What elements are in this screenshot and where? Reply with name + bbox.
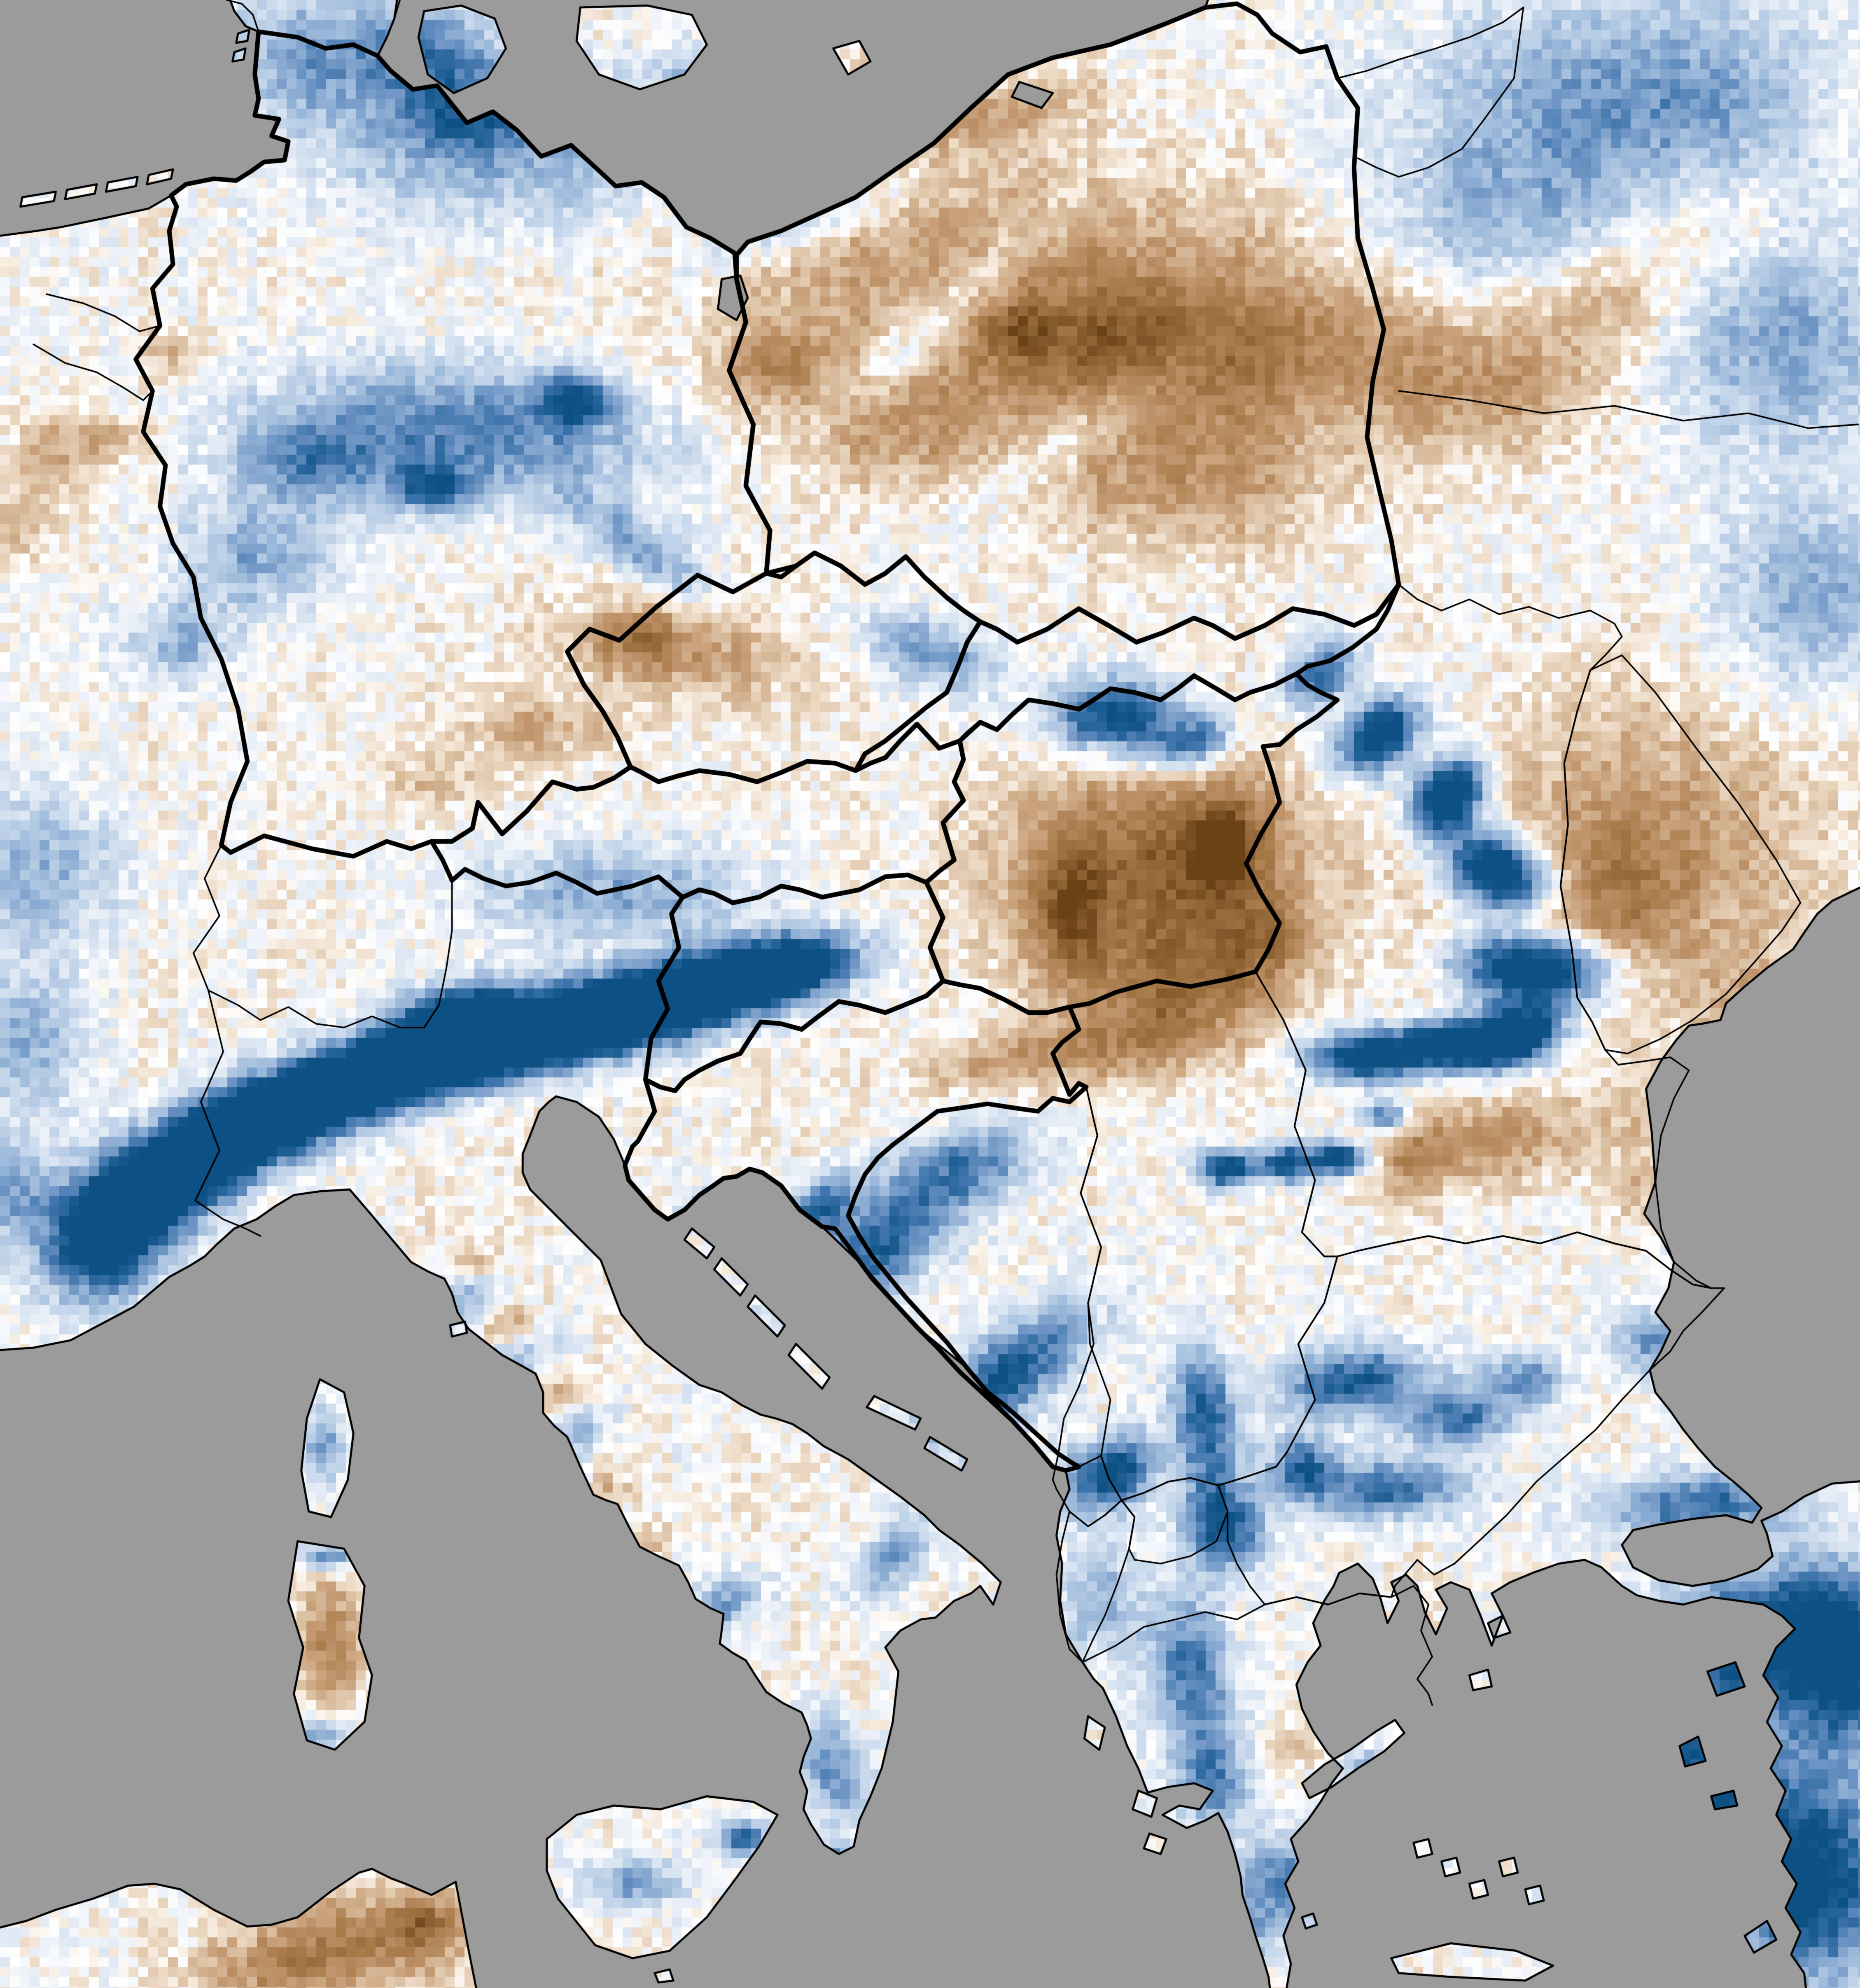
precipitation-anomaly-map — [0, 0, 1860, 1988]
map-canvas — [0, 0, 1860, 1988]
